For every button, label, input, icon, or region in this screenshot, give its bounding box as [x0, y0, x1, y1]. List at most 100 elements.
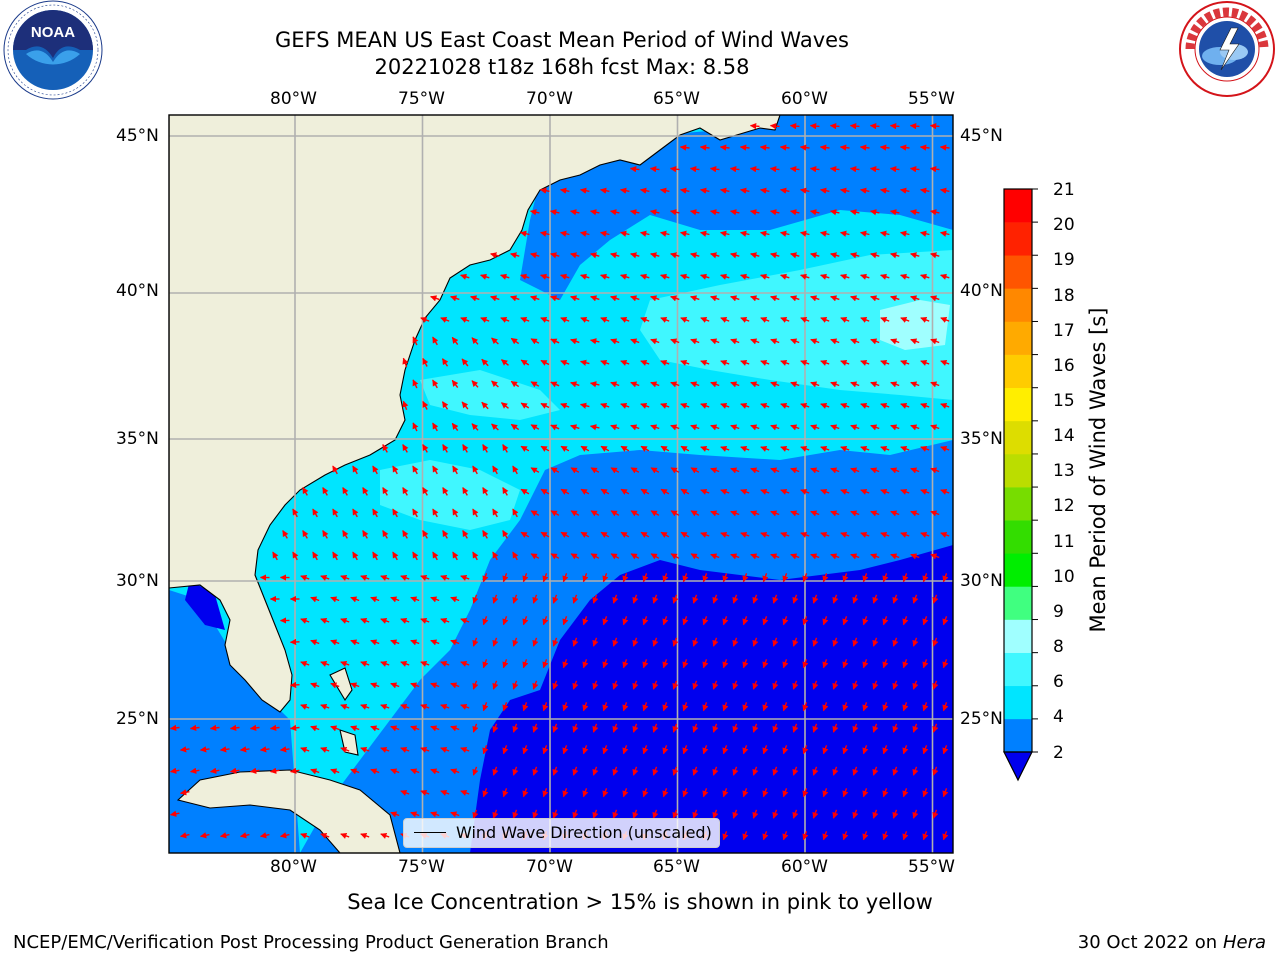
- wave-direction-arrow: [289, 724, 300, 732]
- wave-direction-arrow: [512, 551, 519, 561]
- wave-direction-arrow: [902, 616, 909, 626]
- wave-direction-arrow: [770, 510, 780, 517]
- wave-direction-arrow: [902, 573, 909, 583]
- wave-direction-arrow: [392, 551, 399, 561]
- wave-direction-arrow: [279, 746, 290, 753]
- wave-direction-arrow: [592, 637, 599, 647]
- wave-direction-arrow: [630, 553, 640, 560]
- colorbar-segment: [1004, 420, 1032, 455]
- wave-direction-arrow: [520, 445, 530, 452]
- wave-direction-arrow: [340, 746, 350, 753]
- wave-direction-arrow: [332, 508, 339, 518]
- wave-direction-arrow: [612, 594, 619, 604]
- wave-direction-arrow: [550, 338, 560, 345]
- wave-direction-arrow: [862, 745, 869, 755]
- wave-direction-arrow: [690, 510, 700, 517]
- wave-direction-arrow: [732, 723, 739, 733]
- wave-direction-arrow: [720, 488, 730, 495]
- colorbar-segment: [1004, 222, 1032, 256]
- wave-direction-arrow: [680, 402, 690, 409]
- wave-direction-arrow: [729, 166, 740, 173]
- wave-direction-arrow: [652, 594, 659, 604]
- wave-direction-arrow: [602, 702, 609, 712]
- footer-date: 30 Oct 2022 on Hera: [1078, 932, 1266, 953]
- wave-direction-arrow: [770, 424, 780, 431]
- wave-direction-arrow: [380, 746, 390, 753]
- wave-direction-arrow: [730, 252, 740, 259]
- wave-direction-arrow: [589, 424, 600, 431]
- wave-direction-arrow: [510, 252, 520, 259]
- wave-direction-arrow: [940, 445, 950, 452]
- wave-direction-arrow: [730, 338, 740, 345]
- wave-direction-arrow: [500, 316, 510, 323]
- lon-tick-bottom-60w: 60°W: [781, 857, 828, 877]
- wave-direction-arrow: [780, 488, 790, 495]
- wave-direction-arrow: [730, 553, 740, 560]
- lon-tick-bottom-80w: 80°W: [270, 857, 317, 877]
- colorbar-tick-11: 11: [1053, 532, 1075, 552]
- wave-direction-arrow: [610, 510, 620, 517]
- colorbar-tick-13: 13: [1053, 461, 1075, 481]
- wave-direction-arrow: [502, 616, 509, 626]
- wave-direction-arrow: [282, 530, 289, 539]
- wave-direction-arrow: [482, 487, 489, 496]
- wave-direction-arrow: [580, 531, 590, 538]
- wave-direction-arrow: [312, 508, 319, 518]
- wave-direction-arrow: [722, 831, 729, 841]
- wave-direction-arrow: [630, 510, 640, 517]
- wave-direction-arrow: [402, 444, 409, 453]
- wave-direction-arrow: [859, 230, 870, 237]
- wave-direction-arrow: [560, 445, 570, 452]
- wave-direction-arrow: [912, 637, 919, 647]
- wave-direction-arrow: [782, 659, 789, 669]
- wave-direction-arrow: [682, 616, 689, 626]
- wave-direction-arrow: [560, 402, 570, 409]
- wave-direction-arrow: [769, 209, 780, 216]
- wave-direction-arrow: [732, 594, 739, 604]
- wave-direction-arrow: [910, 510, 920, 517]
- wave-direction-arrow: [932, 680, 939, 690]
- wave-direction-arrow: [600, 445, 610, 452]
- wave-direction-arrow: [570, 553, 580, 560]
- wave-direction-arrow: [870, 510, 880, 517]
- wave-direction-arrow: [502, 702, 509, 712]
- wave-direction-arrow: [532, 637, 539, 647]
- wave-direction-arrow: [292, 508, 299, 518]
- wave-direction-arrow: [680, 488, 690, 495]
- wave-direction-arrow: [642, 616, 649, 626]
- wave-direction-arrow: [350, 639, 360, 646]
- wave-direction-arrow: [492, 766, 499, 776]
- wave-direction-arrow: [659, 230, 670, 237]
- wave-direction-arrow: [712, 809, 719, 819]
- wave-direction-arrow: [872, 766, 879, 776]
- wave-direction-arrow: [682, 659, 689, 669]
- wave-direction-arrow: [450, 596, 460, 603]
- wave-direction-arrow: [789, 209, 800, 216]
- wave-direction-arrow: [920, 402, 930, 409]
- wave-direction-arrow: [662, 745, 669, 755]
- wave-direction-arrow: [742, 616, 749, 626]
- wave-direction-arrow: [870, 252, 880, 259]
- wave-direction-arrow: [570, 424, 580, 431]
- wave-direction-arrow: [400, 746, 410, 753]
- wave-direction-arrow: [869, 166, 880, 173]
- lat-tick-right-25n: 25°N: [960, 709, 1003, 729]
- wave-direction-arrow: [782, 616, 789, 626]
- wave-direction-arrow: [380, 660, 390, 667]
- wave-direction-arrow: [482, 788, 489, 798]
- wave-direction-arrow: [889, 122, 900, 130]
- wave-direction-arrow: [402, 357, 409, 367]
- wave-direction-arrow: [612, 809, 619, 819]
- wave-direction-arrow: [752, 680, 759, 690]
- wave-direction-arrow: [400, 660, 410, 667]
- wave-direction-arrow: [750, 381, 760, 388]
- colorbar-under-triangle: [1003, 751, 1033, 782]
- wave-direction-arrow: [169, 724, 180, 732]
- wave-direction-arrow: [902, 702, 909, 712]
- map-area: [169, 115, 953, 853]
- wave-direction-arrow: [790, 295, 800, 302]
- wave-direction-arrow: [491, 337, 499, 345]
- wave-direction-arrow: [169, 767, 180, 774]
- wave-direction-arrow: [520, 488, 530, 495]
- wave-direction-arrow: [522, 745, 529, 755]
